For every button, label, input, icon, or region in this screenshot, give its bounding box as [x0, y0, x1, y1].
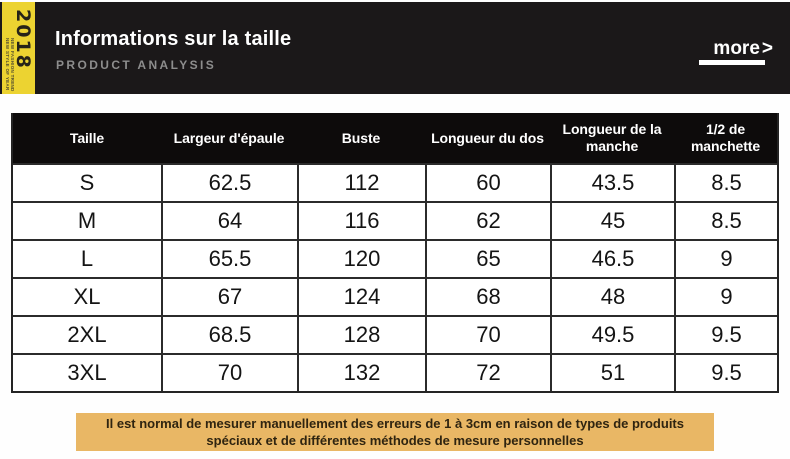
table-header-row: Taille Largeur d'épaule Buste Longueur d…	[13, 113, 777, 163]
size-label: 3XL	[67, 360, 107, 385]
size-cell: 67	[161, 279, 297, 315]
size-cell: 70	[425, 317, 550, 353]
size-cell: 45	[550, 203, 674, 239]
size-cell: 65	[425, 241, 550, 277]
column-header-longueur-manche: Longueur de la manche	[562, 121, 662, 154]
year-label: 2018	[12, 9, 34, 70]
column-header-taille: Taille	[69, 129, 105, 146]
size-cell: 124	[297, 279, 425, 315]
size-label: M	[77, 208, 97, 233]
size-cell: 132	[297, 355, 425, 391]
table-row: L 65.5 120 65 46.5 9	[13, 239, 777, 277]
size-cell: 43.5	[550, 165, 674, 201]
size-cell: 49.5	[550, 317, 674, 353]
size-cell: 8.5	[674, 203, 777, 239]
table-row: S 62.5 112 60 43.5 8.5	[13, 163, 777, 201]
year-caption-line2: NEW STYLE OF YEAR	[5, 38, 10, 91]
size-cell: 128	[297, 317, 425, 353]
note-line1: Il est normal de mesurer manuellement de…	[106, 416, 684, 431]
page-subtitle: PRODUCT ANALYSIS	[56, 58, 217, 72]
size-cell: 9	[674, 279, 777, 315]
column-header-buste: Buste	[341, 129, 381, 146]
size-label: 2XL	[67, 322, 107, 347]
more-link-label: more	[713, 38, 760, 59]
year-caption: NEW FASHION TREND NEW STYLE OF YEAR	[5, 38, 15, 92]
year-ribbon: 2018 NEW FASHION TREND NEW STYLE OF YEAR	[2, 2, 35, 94]
size-cell: 62.5	[161, 165, 297, 201]
size-cell: 46.5	[550, 241, 674, 277]
size-label: XL	[73, 284, 101, 309]
column-header-largeur-epaule: Largeur d'épaule	[173, 129, 285, 146]
size-cell: 68	[425, 279, 550, 315]
chevron-right-icon: >	[761, 38, 773, 59]
note-line2: spéciaux et de différentes méthodes de m…	[206, 433, 584, 448]
more-underline	[699, 60, 766, 65]
more-link[interactable]: more >	[699, 38, 773, 65]
size-cell: 116	[297, 203, 425, 239]
size-cell: 60	[425, 165, 550, 201]
table-row: M 64 116 62 45 8.5	[13, 201, 777, 239]
header-banner: 2018 NEW FASHION TREND NEW STYLE OF YEAR…	[0, 2, 790, 94]
column-header-demi-manchette: 1/2 de manchette	[690, 121, 761, 154]
size-cell: 51	[550, 355, 674, 391]
size-table: Taille Largeur d'épaule Buste Longueur d…	[11, 113, 779, 393]
size-cell: 9	[674, 241, 777, 277]
note-banner: Il est normal de mesurer manuellement de…	[76, 413, 714, 451]
size-cell: 8.5	[674, 165, 777, 201]
table-row: 2XL 68.5 128 70 49.5 9.5	[13, 315, 777, 353]
size-cell: 68.5	[161, 317, 297, 353]
size-cell: 112	[297, 165, 425, 201]
size-cell: 9.5	[674, 355, 777, 391]
table-row: 3XL 70 132 72 51 9.5	[13, 353, 777, 391]
size-cell: 72	[425, 355, 550, 391]
size-cell: 48	[550, 279, 674, 315]
table-row: XL 67 124 68 48 9	[13, 277, 777, 315]
page-title: Informations sur la taille	[55, 28, 292, 50]
column-header-longueur-dos: Longueur du dos	[431, 129, 544, 146]
size-cell: 62	[425, 203, 550, 239]
size-cell: 9.5	[674, 317, 777, 353]
size-label: S	[79, 170, 95, 195]
year-caption-line1: NEW FASHION TREND	[10, 38, 15, 92]
size-cell: 70	[161, 355, 297, 391]
size-cell: 64	[161, 203, 297, 239]
size-cell: 65.5	[161, 241, 297, 277]
size-cell: 120	[297, 241, 425, 277]
size-label: L	[80, 246, 94, 271]
